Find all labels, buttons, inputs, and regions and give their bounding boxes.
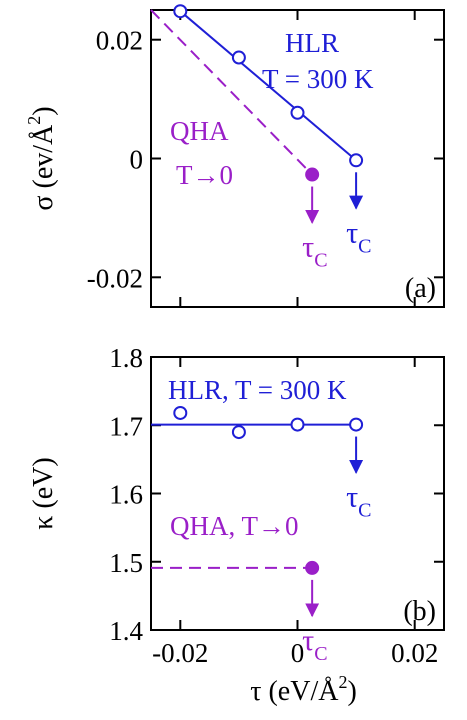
panel-a-qha-label-2: T→0 — [176, 160, 233, 190]
panel-b-hlr-point — [349, 417, 364, 432]
panel-a-ytick-label: 0.02 — [96, 26, 143, 56]
panel-b-ytick-label: 1.8 — [109, 343, 143, 373]
panel-b-qha-tau-label: τC — [302, 624, 327, 665]
panel-b-hlr-point — [290, 417, 305, 432]
panel-b-ytick-label: 1.4 — [109, 616, 143, 646]
panel-a-hlr-point — [290, 105, 305, 120]
panel-b-xtick-label: 0.02 — [391, 638, 438, 668]
panel-b-xtick-label: 0 — [291, 638, 305, 668]
panel-a-ytick-label: 0 — [130, 145, 144, 175]
panel-a-ylabel: σ (ev/Å2) — [24, 106, 59, 210]
panel-b-label: (b) — [403, 596, 436, 627]
panel-a-qha-line — [150, 9, 313, 176]
panel-a-hlr-label-1: HLR — [285, 28, 339, 58]
panel-a-hlr-tau-label: τC — [346, 216, 371, 257]
panel-b-qha-label: QHA, T→0 — [170, 511, 299, 541]
panel-b-hlr-label: HLR, T = 300 K — [168, 375, 347, 405]
panel-a-hlr-point — [173, 4, 188, 19]
panel-b-ytick-label: 1.7 — [109, 411, 143, 441]
panel-b-xtick-label: -0.02 — [152, 638, 208, 668]
panel-b-xlabel: τ (eV/Å2) — [250, 672, 357, 707]
panel-a-hlr-point — [231, 50, 246, 65]
panel-a-hlr-label-2: T = 300 K — [262, 64, 374, 94]
panel-a-qha-label-1: QHA — [170, 116, 229, 146]
panel-b-ytick-label: 1.6 — [109, 480, 143, 510]
panel-b-qha-point — [305, 560, 320, 575]
panel-a-qha-point — [305, 167, 320, 182]
panel-a-hlr-line — [179, 10, 357, 162]
panel-a-hlr-point — [349, 153, 364, 168]
panel-b-ytick-label: 1.5 — [109, 548, 143, 578]
panel-b-hlr-tau-label: τC — [346, 481, 371, 522]
panel-b-hlr-point — [231, 425, 246, 440]
panel-b-ylabel: κ (eV) — [28, 457, 59, 529]
panel-b-hlr-point — [173, 405, 188, 420]
panel-a-qha-tau-label: τC — [302, 231, 327, 272]
panel-a-label: (a) — [405, 273, 436, 304]
panel-a-ytick-label: -0.02 — [87, 263, 143, 293]
